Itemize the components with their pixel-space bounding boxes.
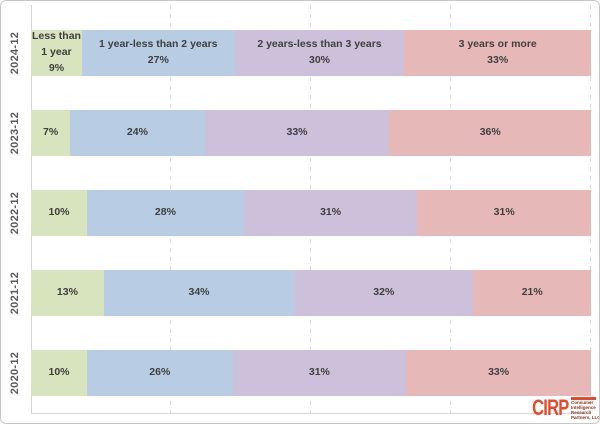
bar-segment: 10% [31, 350, 87, 396]
year-axis-label-2024-12: 2024-12 [2, 30, 29, 76]
bar-segment: 34% [103, 270, 295, 316]
segment-value-label: 31% [320, 206, 342, 219]
cirp-logo-text: CIRP [532, 395, 570, 421]
bar-segment: 26% [87, 350, 233, 396]
bar-segment: 24% [70, 110, 205, 156]
bar-segment: 2 years-less than 3 years 30% [234, 30, 405, 76]
year-axis-label-text: 2022-12 [9, 191, 22, 235]
bar-segment: 21% [473, 270, 591, 316]
bar-row-2020-12: 10% 26% 31% 33% [31, 350, 591, 396]
bar-segment: 31% [417, 190, 591, 236]
year-axis-label-2022-12: 2022-12 [2, 190, 29, 236]
bar-segment: 31% [243, 190, 418, 236]
segment-value-label: 33% [286, 126, 308, 139]
segment-value-label: 33% [488, 366, 510, 379]
bar-segment: 31% [232, 350, 407, 396]
segment-value-label: 10% [48, 206, 70, 219]
segment-value-label: 10% [48, 366, 70, 379]
segment-value-label: 31% [493, 206, 515, 219]
bar-segment: 3 years or more 33% [404, 30, 592, 76]
segment-value-label: 31% [308, 366, 330, 379]
bar-row-2024-12: Less than 1 year 9% 1 year-less than 2 yea… [31, 30, 592, 76]
bar-segment: 33% [406, 350, 591, 396]
segment-value-label: 28% [154, 206, 176, 219]
year-axis-label-2021-12: 2021-12 [2, 270, 29, 316]
bar-segment: Less than 1 year 9% [31, 30, 82, 76]
bar-segment: 1 year-less than 2 years 27% [81, 30, 235, 76]
x-axis-line [31, 413, 591, 414]
year-axis-label-text: 2021-12 [9, 271, 22, 315]
segment-value-label: 13% [56, 286, 78, 299]
bar-segment: 33% [204, 110, 390, 156]
segment-value-label: 36% [479, 126, 501, 139]
cirp-logo-tagline: Consumer Intelligence Research Partners, LL… [571, 397, 600, 421]
bar-segment: 32% [294, 270, 474, 316]
segment-value-label: 33% [487, 54, 509, 66]
cirp-tagline-line: Research [571, 410, 592, 416]
segment-value-label: 21% [521, 286, 543, 299]
cirp-tagline-line: Consumer [571, 400, 594, 406]
segment-value-label: 34% [188, 286, 210, 299]
segment-value-label: 7% [43, 126, 59, 139]
cirp-tagline-line: Intelligence [571, 405, 596, 411]
bar-segment: 10% [31, 190, 87, 236]
bar-segment: 36% [389, 110, 591, 156]
bar-segment: 13% [31, 270, 104, 316]
bar-row-2021-12: 13% 34% 32% 21% [31, 270, 591, 316]
segment-category-label: 1 year-less than 2 years [99, 38, 218, 51]
bar-row-2022-12: 10% 28% 31% 31% [31, 190, 591, 236]
year-axis-label-2023-12: 2023-12 [2, 110, 29, 156]
bar-segment: 28% [87, 190, 244, 236]
segment-category-label: 3 years or more [458, 38, 537, 51]
segment-value-label: 30% [308, 54, 330, 66]
plot-area: Less than 1 year 9% 1 year-less than 2 yea… [31, 5, 592, 414]
segment-value-label: 32% [373, 286, 395, 299]
year-axis-label-text: 2023-12 [9, 111, 22, 155]
segment-value-label: 27% [147, 54, 169, 66]
cirp-logo: CIRP Consumer Intelligence Research Partner… [520, 395, 600, 421]
year-axis-label-2020-12: 2020-12 [2, 350, 29, 396]
segment-value-label: 24% [126, 126, 148, 139]
segment-category-label: Less than 1 year [31, 30, 81, 59]
bar-segment: 7% [31, 110, 71, 156]
segment-value-label: 26% [149, 366, 171, 379]
segment-value-label: 9% [48, 61, 65, 74]
bar-row-2023-12: 7% 24% 33% 36% [31, 110, 591, 156]
cirp-tagline-line: Partners, LLC [571, 415, 600, 421]
year-axis-label-text: 2020-12 [9, 351, 22, 395]
year-axis-label-text: 2024-12 [9, 31, 22, 75]
segment-category-label: 2 years-less than 3 years [257, 38, 382, 51]
